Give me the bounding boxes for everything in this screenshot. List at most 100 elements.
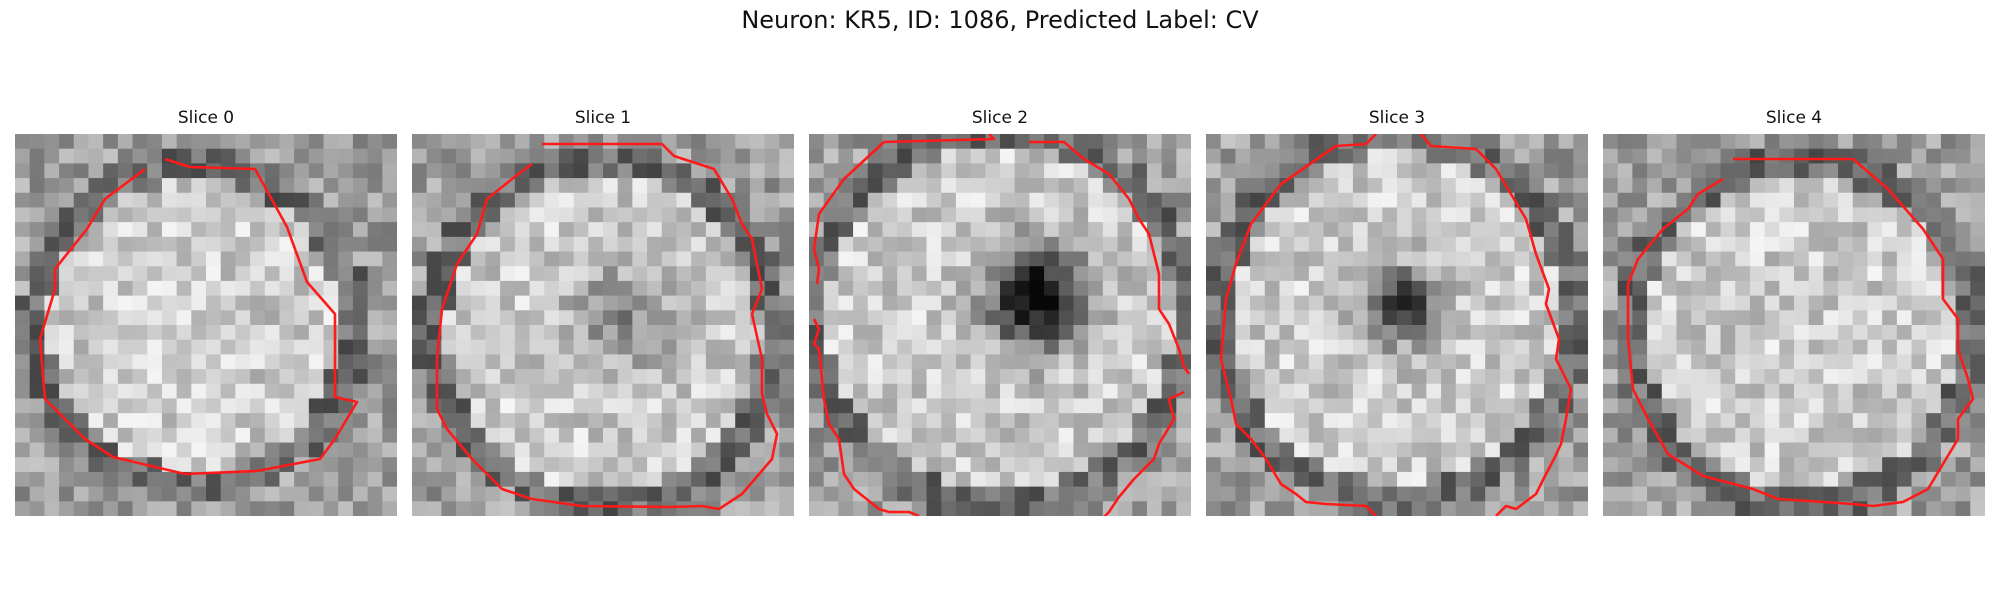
- pixel: [676, 310, 692, 326]
- pixel: [250, 251, 266, 267]
- pixel: [1499, 413, 1516, 429]
- pixel: [764, 383, 780, 400]
- pixel: [705, 383, 722, 400]
- pixel: [1838, 413, 1854, 429]
- pixel: [941, 236, 957, 253]
- grayscale-pixels: [15, 134, 397, 516]
- pixel: [867, 295, 884, 311]
- pixel: [323, 163, 339, 179]
- pixel: [1352, 471, 1369, 488]
- pixel: [88, 236, 104, 253]
- pixel: [1823, 369, 1839, 385]
- pixel: [1441, 471, 1457, 488]
- pixel: [1117, 427, 1133, 444]
- pixel: [632, 471, 648, 488]
- pixel: [103, 325, 119, 341]
- pixel: [352, 236, 369, 253]
- pixel: [470, 325, 487, 341]
- pixel: [1735, 192, 1751, 209]
- pixel: [1323, 251, 1339, 267]
- pixel: [1735, 339, 1751, 355]
- pixel: [117, 486, 134, 502]
- pixel: [1867, 310, 1883, 326]
- pixel: [161, 236, 178, 253]
- pixel: [15, 486, 31, 502]
- pixel: [1338, 325, 1354, 341]
- pixel: [323, 266, 339, 282]
- pixel: [573, 325, 589, 341]
- pixel: [1794, 295, 1810, 311]
- pixel: [1088, 486, 1104, 502]
- pixel: [1691, 251, 1707, 267]
- pixel: [1911, 398, 1927, 414]
- pixel: [970, 486, 986, 502]
- pixel: [1367, 325, 1383, 341]
- pixel: [191, 339, 207, 355]
- pixel: [573, 501, 589, 516]
- pixel: [1911, 457, 1927, 473]
- pixel: [441, 427, 457, 444]
- pixel: [1014, 442, 1030, 458]
- pixel: [1749, 442, 1766, 458]
- pixel: [59, 325, 75, 341]
- pixel: [117, 134, 134, 150]
- pixel: [294, 339, 310, 355]
- pixel: [323, 398, 339, 414]
- pixel: [1264, 266, 1281, 282]
- pixel: [103, 354, 119, 370]
- pixel: [367, 251, 383, 267]
- pixel: [1852, 236, 1869, 253]
- pixel: [485, 457, 501, 473]
- pixel: [955, 427, 972, 444]
- pixel: [764, 486, 780, 502]
- pixel: [1705, 222, 1722, 238]
- pixel: [1514, 413, 1530, 429]
- pixel: [59, 369, 75, 385]
- pixel: [882, 427, 898, 444]
- pixel: [279, 339, 295, 355]
- pixel: [382, 222, 397, 238]
- pixel: [809, 442, 825, 458]
- pixel: [764, 501, 780, 516]
- pixel: [882, 266, 898, 282]
- pixel: [1647, 148, 1663, 164]
- pixel: [1911, 134, 1927, 150]
- pixel: [441, 192, 457, 209]
- pixel: [749, 471, 766, 488]
- pixel: [1044, 354, 1060, 370]
- pixel: [632, 501, 648, 516]
- pixel: [1470, 427, 1486, 444]
- pixel: [676, 163, 692, 179]
- pixel: [1176, 192, 1191, 209]
- pixel: [235, 207, 251, 223]
- pixel: [191, 427, 207, 444]
- pixel: [1014, 295, 1030, 311]
- pixel: [412, 251, 428, 267]
- pixel: [720, 383, 736, 400]
- pixel: [603, 280, 619, 297]
- pixel: [1102, 148, 1119, 164]
- pixel: [1896, 471, 1913, 488]
- pixel: [147, 442, 163, 458]
- pixel: [1176, 207, 1191, 223]
- pixel: [308, 427, 325, 444]
- pixel: [764, 148, 780, 164]
- pixel: [573, 266, 589, 282]
- pixel: [558, 486, 575, 502]
- pixel: [1279, 413, 1295, 429]
- pixel: [338, 251, 354, 267]
- pixel: [1838, 427, 1854, 444]
- pixel: [15, 325, 31, 341]
- pixel: [911, 427, 928, 444]
- pixel: [15, 266, 31, 282]
- pixel: [985, 251, 1001, 267]
- pixel: [1146, 383, 1163, 400]
- pixel: [1529, 501, 1545, 516]
- pixel: [1294, 310, 1310, 326]
- pixel: [735, 457, 751, 473]
- pixel: [1250, 427, 1266, 444]
- pixel: [1323, 471, 1339, 488]
- pixel: [1970, 192, 1985, 209]
- pixel: [1000, 486, 1016, 502]
- pixel: [1676, 339, 1692, 355]
